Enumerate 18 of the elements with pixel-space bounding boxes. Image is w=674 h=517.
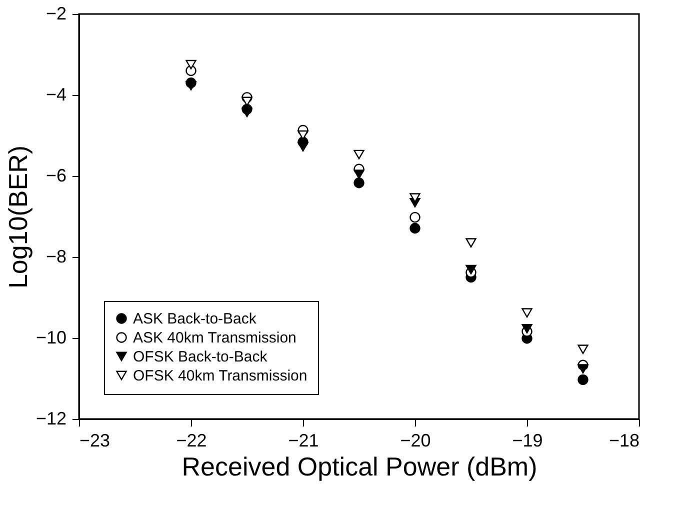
- y-tick-label: −2: [46, 4, 66, 24]
- legend-label: ASK Back-to-Back: [133, 310, 257, 328]
- legend-label: ASK 40km Transmission: [133, 330, 296, 346]
- x-tick-label: −18: [608, 430, 640, 450]
- x-tick-label: −20: [400, 430, 431, 450]
- x-tick-label: −23: [80, 430, 110, 450]
- x-axis-title: Received Optical Power (dBm): [182, 452, 538, 482]
- legend-label: OFSK 40km Transmission: [133, 368, 308, 384]
- y-axis-title: Log10(BER): [2, 145, 33, 289]
- x-tick-label: −21: [288, 430, 319, 450]
- y-tick-label: −8: [46, 246, 66, 266]
- y-tick-label: −10: [36, 328, 66, 348]
- y-tick-label: −6: [46, 166, 66, 186]
- y-tick-label: −12: [36, 408, 66, 428]
- x-tick-label: −22: [176, 430, 207, 450]
- y-tick-label: −4: [46, 84, 66, 104]
- x-tick-label: −19: [512, 430, 543, 450]
- legend-label: OFSK Back-to-Back: [133, 348, 268, 366]
